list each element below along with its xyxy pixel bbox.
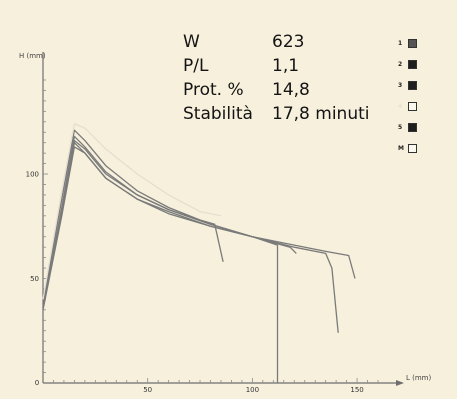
legend-item-4: 4 (398, 96, 417, 117)
legend-swatch (408, 39, 417, 48)
legend-label: 5 (398, 124, 403, 131)
curve-1 (42, 129, 224, 304)
legend-swatch (408, 123, 417, 132)
info-value: 1,1 (272, 56, 300, 76)
info-value: 623 (272, 32, 305, 52)
legend-label: 2 (398, 61, 403, 68)
y-axis-label: H (mm) (19, 52, 46, 60)
curve-4 (42, 146, 339, 333)
legend-item-1: 1 (398, 33, 417, 54)
legend-swatch (408, 60, 417, 69)
curve-6 (42, 123, 222, 300)
legend-swatch (408, 81, 417, 90)
info-row-w: W 623 (183, 30, 369, 54)
legend-item-5: 5 (398, 117, 417, 138)
info-table: W 623 P/L 1,1 Prot. % 14,8 Stabilità 17,… (183, 30, 369, 126)
x-tick-label: 50 (143, 386, 152, 394)
legend-label: 1 (398, 40, 403, 47)
info-value: 14,8 (272, 80, 310, 100)
x-tick-label: 0 (35, 379, 39, 387)
y-tick-label: 50 (30, 275, 39, 283)
legend-item-m: M (398, 138, 417, 159)
curve-2 (42, 135, 279, 383)
series-lines (42, 123, 356, 383)
info-row-prot: Prot. % 14,8 (183, 78, 369, 102)
y-tick-label: 100 (26, 171, 39, 179)
axes: 0 50 100 150 50 100 H (mm) L (mm) (19, 52, 431, 394)
x-axis-arrow (396, 380, 404, 386)
legend-label: M (398, 145, 404, 152)
info-label: W (183, 32, 200, 52)
curve-3 (42, 139, 297, 308)
curve-5 (42, 142, 356, 308)
legend-swatch (408, 144, 417, 153)
legend-label: 4 (398, 103, 403, 110)
x-axis-label: L (mm) (406, 374, 431, 382)
info-label: Stabilità (183, 104, 253, 124)
x-tick-label: 100 (246, 386, 259, 394)
legend-swatch (408, 102, 417, 111)
info-label: Prot. % (183, 80, 244, 100)
legend-item-2: 2 (398, 54, 417, 75)
info-row-stabilita: Stabilità 17,8 minuti (183, 102, 369, 126)
legend: 1 2 3 4 5 M (398, 33, 417, 159)
info-label: P/L (183, 56, 209, 76)
legend-label: 3 (398, 82, 403, 89)
x-tick-label: 150 (350, 386, 363, 394)
info-row-pl: P/L 1,1 (183, 54, 369, 78)
info-value: 17,8 minuti (272, 104, 370, 124)
legend-item-3: 3 (398, 75, 417, 96)
